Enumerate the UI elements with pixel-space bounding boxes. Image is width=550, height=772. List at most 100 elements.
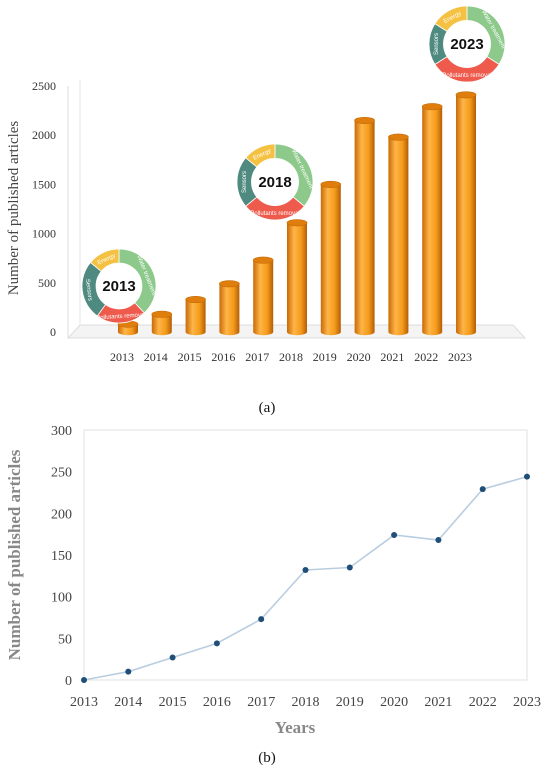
bar-body xyxy=(287,222,307,336)
x-tick-label: 2021 xyxy=(424,695,452,710)
bar-top xyxy=(185,296,206,304)
data-point-2017 xyxy=(258,616,265,623)
bar-2019 xyxy=(320,180,342,336)
y-tick-label: 500 xyxy=(38,276,56,290)
bar-2021 xyxy=(388,133,409,336)
bar-top xyxy=(151,310,173,318)
x-tick-label: 2020 xyxy=(380,695,408,710)
x-tick-label: 2023 xyxy=(513,695,541,710)
x-tick-label: 2015 xyxy=(178,350,202,364)
x-tick-label: 2016 xyxy=(203,695,231,710)
y-tick-label: 1000 xyxy=(32,227,56,241)
donut-segment-label: Pollutants removal xyxy=(96,312,146,321)
donut-segment-label: Pollutants removal xyxy=(250,211,299,217)
x-tick-label: 2018 xyxy=(279,350,303,364)
line-chart-panel: 0 50 100 150 200 250 300 2013 2014 2015 2016 2017 2… xyxy=(5,424,541,766)
bar-2015 xyxy=(185,296,206,336)
x-tick-label: 2014 xyxy=(144,350,168,364)
x-tick-label: 2019 xyxy=(336,695,364,710)
data-point-2018 xyxy=(302,567,309,573)
y-tick-label: 250 xyxy=(51,466,72,481)
bar-top xyxy=(320,180,342,188)
x-tick-label: 2019 xyxy=(313,350,337,364)
bar-top xyxy=(219,280,240,288)
bar-body xyxy=(388,137,409,336)
y-tick-label: 150 xyxy=(51,549,72,564)
bar-2014 xyxy=(151,310,173,336)
x-tick-label: 2015 xyxy=(159,695,187,710)
bar-top xyxy=(252,256,274,264)
bar-top xyxy=(421,103,443,111)
y-tick-label: 300 xyxy=(51,424,72,439)
donut-segment-label: Sensors xyxy=(434,33,440,55)
bar-2016 xyxy=(219,280,240,336)
caption-b: (b) xyxy=(258,750,276,766)
y-tick-label: 50 xyxy=(58,632,72,647)
x-tick-label: 2014 xyxy=(114,695,142,710)
bar-body xyxy=(185,299,206,336)
bar-2022 xyxy=(421,103,443,336)
data-point-2015 xyxy=(169,654,176,661)
x-tick-label: 2023 xyxy=(448,350,472,364)
data-point-2020 xyxy=(391,532,398,538)
data-point-2014 xyxy=(125,668,132,675)
donut-segment xyxy=(434,5,468,32)
x-tick-label: 2017 xyxy=(247,695,275,710)
data-point-2016 xyxy=(213,640,220,647)
y-tick-label: 1500 xyxy=(32,177,56,191)
bar-body xyxy=(422,106,443,336)
donut-hole xyxy=(251,158,299,206)
bar-top xyxy=(286,219,308,227)
y-tick-label: 2000 xyxy=(32,128,56,142)
y-tick-label: 200 xyxy=(51,507,72,522)
bar-2020 xyxy=(354,116,375,336)
donut-segment xyxy=(89,248,120,272)
y-axis-title: Number of published articles xyxy=(6,121,22,296)
donut-hole xyxy=(443,20,491,68)
donut-segment xyxy=(245,143,276,168)
bar-top xyxy=(455,91,477,99)
bar-body xyxy=(151,314,172,336)
data-point-2021 xyxy=(435,537,442,543)
bar-body xyxy=(354,120,375,336)
bar-top xyxy=(388,133,409,141)
bar-top xyxy=(354,116,375,124)
donut-hole xyxy=(96,263,142,309)
bar-chart-panel: 0 500 1000 1500 2000 2500 2013 2014 2015 2016 201… xyxy=(6,5,527,416)
x-tick-label: 2013 xyxy=(110,350,134,364)
series-line xyxy=(83,475,528,681)
bar-body xyxy=(253,260,274,336)
x-tick-label: 2018 xyxy=(292,695,320,710)
donut-segment-label: Sensors xyxy=(242,171,248,193)
x-axis-title-b: Years xyxy=(275,718,316,737)
donut-year-label: 2013 xyxy=(102,278,135,295)
donut-year-label: 2023 xyxy=(450,36,483,53)
x-tick-label: 2016 xyxy=(211,350,235,364)
y-axis-title-b: Number of published articles xyxy=(5,449,24,660)
donut-segment-label: Pollutants removal xyxy=(442,73,491,79)
bar-body xyxy=(219,283,240,336)
x-tick-label: 2022 xyxy=(414,350,438,364)
data-point-2022 xyxy=(479,486,486,493)
data-point-2023 xyxy=(524,473,530,480)
caption-a: (a) xyxy=(259,400,276,416)
y-tick-label: 2500 xyxy=(32,79,56,93)
x-tick-label: 2013 xyxy=(70,695,98,710)
data-point-2013 xyxy=(81,677,87,683)
bar-body xyxy=(456,94,476,336)
bar-2017 xyxy=(252,256,274,336)
plot-area-frame xyxy=(83,429,528,681)
data-point-2019 xyxy=(346,564,353,571)
x-tick-label: 2017 xyxy=(245,350,269,364)
bar-body xyxy=(320,184,341,336)
bar-2023 xyxy=(455,91,477,336)
y-tick-label: 0 xyxy=(50,325,56,339)
y-tick-label: 0 xyxy=(65,674,72,689)
donut-segment-label: Sensors xyxy=(84,279,93,302)
bar-2018 xyxy=(286,219,308,336)
x-tick-label: 2020 xyxy=(347,350,371,364)
